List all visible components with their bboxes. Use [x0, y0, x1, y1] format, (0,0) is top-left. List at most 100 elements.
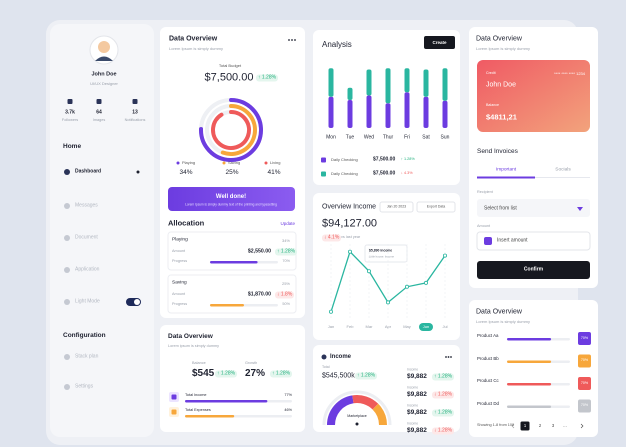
input-placeholder[interactable]: Insert amount [497, 237, 528, 244]
stat-label: Income [407, 421, 419, 426]
product-name: Product Dd [477, 400, 499, 406]
product-name: Product Cc [477, 377, 499, 383]
bar-value: 46% [284, 408, 292, 413]
allocation-box [167, 274, 297, 314]
caret [577, 207, 583, 211]
item-name: Playing [172, 237, 188, 243]
legend-dot [176, 161, 180, 165]
card-title: Overview Income [322, 203, 377, 211]
menu-dot [445, 356, 447, 358]
change-badge: ↑ 1.28% [432, 373, 455, 381]
income-card [313, 193, 460, 340]
recipient-select[interactable] [477, 199, 590, 217]
change-badge: ↑ 1.28% [355, 372, 378, 380]
center-dot [355, 422, 359, 426]
card-balance-label: Balance [486, 103, 499, 108]
day-label: Sun [440, 134, 450, 141]
legend-dot [264, 161, 268, 165]
tooltip-title: $5,890 income [369, 248, 393, 253]
bar-segment [404, 68, 410, 93]
stat-icon [96, 99, 102, 104]
bar-name: Total Expenses [185, 408, 211, 413]
stat-value: $9,882 [407, 390, 427, 398]
stat-icon [132, 99, 138, 104]
stat-label: Notifications [124, 118, 146, 123]
legend-name: Saving [228, 160, 241, 165]
product-value: 70% [580, 358, 589, 363]
progress-bar [210, 304, 244, 307]
legend-name: Daily Checking [331, 157, 358, 162]
menu-item[interactable]: Light Mode [75, 298, 100, 305]
donut-segment [372, 403, 387, 426]
tab[interactable]: Socials [555, 167, 571, 173]
stat-value: 64 [96, 109, 102, 116]
export-label[interactable]: Export Data [426, 204, 446, 209]
progress-label: Progress [172, 302, 188, 307]
confirm-button[interactable] [477, 261, 590, 279]
product-bar [507, 338, 552, 341]
bar-segment [423, 69, 429, 97]
income-donut-card [313, 345, 460, 432]
product-value: 70% [580, 335, 589, 340]
stat-label: Images [92, 118, 106, 123]
bar-segment [347, 100, 353, 128]
product-bar [507, 405, 552, 408]
menu-item[interactable]: Settings [75, 383, 94, 390]
bar-segment [423, 96, 429, 128]
income-point [404, 284, 409, 289]
confirm-label[interactable]: Confirm [523, 266, 544, 273]
progress-value: 70% [282, 259, 290, 264]
menu-item[interactable]: Application [75, 266, 100, 273]
tab-indicator [477, 176, 535, 179]
bar [185, 400, 268, 403]
menu-item[interactable]: Dashboard [75, 168, 102, 175]
page-button[interactable]: 1 [523, 422, 527, 428]
stat-icon [67, 99, 73, 104]
menu-icon [64, 235, 70, 241]
menu-item[interactable]: Stack plan [75, 353, 99, 360]
donut-segment [327, 395, 354, 426]
page-button[interactable]: 2 [538, 422, 542, 428]
income-point [423, 280, 428, 285]
stat-label: Income [407, 367, 419, 372]
tab[interactable]: Important [495, 167, 517, 173]
legend-change: ↑ 1.28% [401, 157, 415, 162]
create-label[interactable]: Create [432, 39, 447, 45]
user-role: UI/UX Designer [90, 81, 118, 86]
progress-value: 50% [282, 302, 290, 307]
card-number: **** **** **** 1234 [554, 71, 585, 76]
month-label: May [403, 324, 411, 329]
card-subtitle: Lorem ipsum is simply dummy [168, 344, 220, 349]
legend-swatch [321, 171, 326, 177]
legend-value: 25% [225, 168, 239, 176]
create-button[interactable] [424, 36, 455, 49]
bar-icon-inner [171, 394, 177, 400]
income-point [347, 249, 352, 254]
legend-amount: $7,500.00 [373, 156, 396, 163]
date-select-label[interactable]: Jan 20 2023 [386, 204, 407, 209]
balance-value: $545 [192, 368, 215, 379]
page-button[interactable]: ... [563, 422, 567, 428]
page-button[interactable]: 3 [551, 422, 555, 428]
select-placeholder[interactable]: Select from list [484, 205, 517, 212]
update-link[interactable]: Update [280, 220, 295, 226]
progress-label: Progress [172, 259, 188, 264]
legend-name: Daily Checking [331, 171, 358, 176]
product-bar [507, 360, 552, 363]
product-badge [578, 377, 591, 390]
product-name: Product Aa [477, 332, 499, 338]
menu-item[interactable]: Document [75, 234, 98, 241]
amount-input[interactable] [476, 231, 591, 251]
bar-name: Total Income [185, 393, 207, 398]
menu-item[interactable]: Messages [75, 202, 98, 209]
export-button[interactable] [416, 201, 456, 213]
day-label: Sat [422, 134, 430, 141]
banner-title: Well done! [215, 194, 247, 200]
menu-icon [64, 169, 70, 175]
menu-dot [291, 39, 293, 41]
date-select[interactable] [379, 201, 414, 213]
budget-label: Total Budget [218, 63, 242, 68]
stat-value: $9,882 [407, 408, 427, 416]
donut-track [322, 390, 392, 426]
income-point [328, 309, 333, 314]
